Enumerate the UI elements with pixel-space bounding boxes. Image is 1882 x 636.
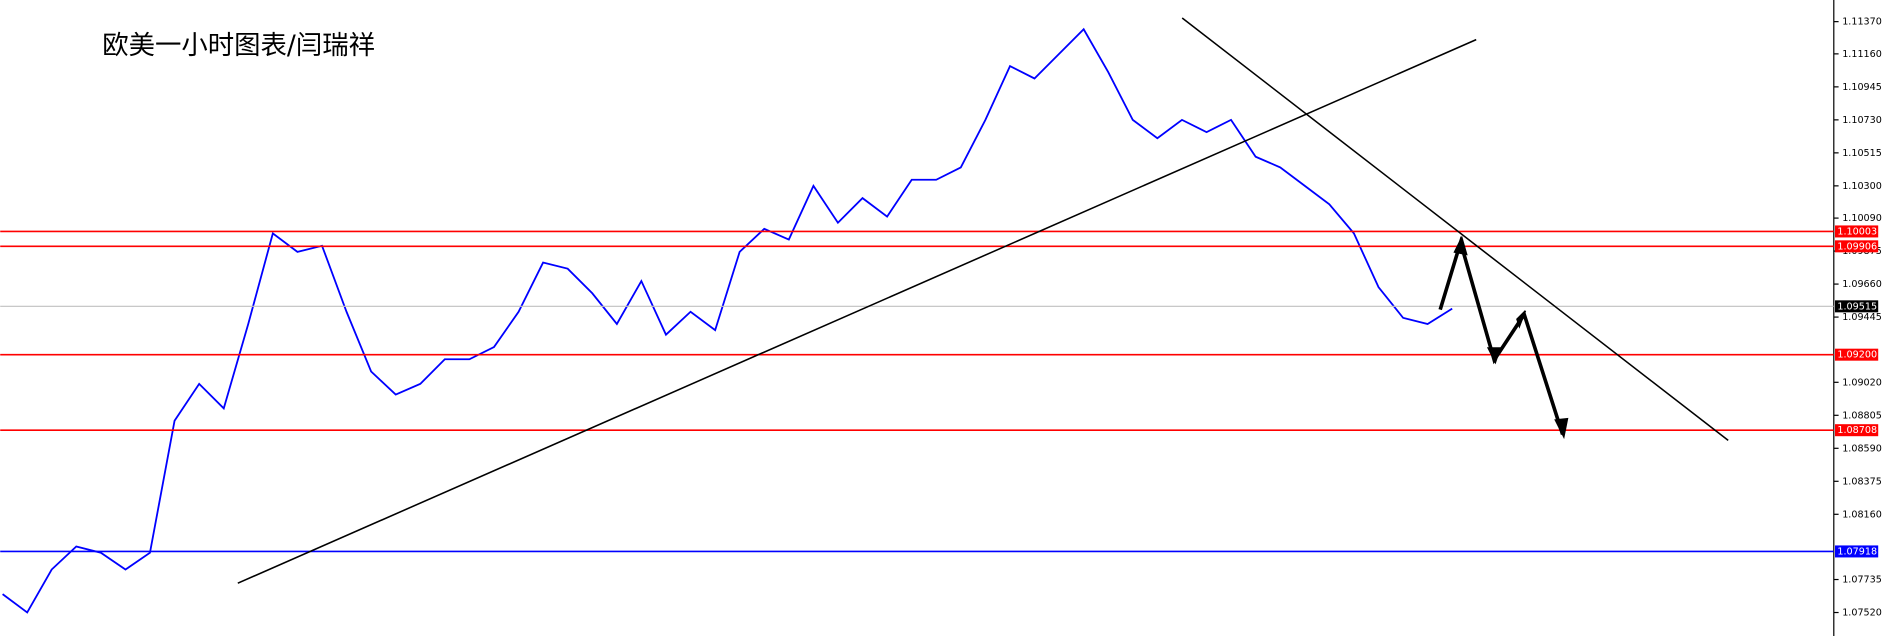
y-tick-label: 1.08375 [1842,476,1882,487]
y-tick-label: 1.07520 [1842,608,1882,619]
level-label: 1.09515 [1837,301,1877,312]
level-label: 1.07918 [1837,546,1877,557]
plot: 1.11370 1.11160 1.10945 1.10730 1.10515 1.103… [0,17,1882,619]
y-tick-label: 1.10515 [1842,148,1882,159]
level-label: 1.10003 [1837,226,1877,237]
y-tick-label: 1.10945 [1842,82,1882,93]
level-label: 1.08708 [1837,425,1877,436]
chart-title: 欧美一小时图表/闫瑞祥 [102,30,375,61]
level-label-box [1835,240,1879,253]
level-label-box [1835,300,1879,313]
support-trendline [237,38,1477,584]
y-tick-label: 1.10300 [1842,181,1882,192]
y-tick-label: 1.08160 [1842,509,1882,520]
y-tick-label: 1.11370 [1842,17,1882,28]
y-tick-label: 1.10730 [1842,115,1882,126]
level-label-box [1835,348,1879,361]
y-tick-label: 1.08805 [1842,410,1882,421]
arrow-heads [1453,235,1569,440]
level-label-box [1835,545,1879,558]
y-tick-label: 1.11160 [1842,49,1882,60]
level-label-box [1835,225,1879,238]
level-label-box [1835,424,1879,437]
y-tick-label: 1.10090 [1842,213,1882,224]
level-label: 1.09200 [1837,350,1877,361]
level-label: 1.09906 [1837,241,1877,252]
y-tick-label: 1.08590 [1842,443,1882,454]
y-tick-label: 1.09020 [1842,377,1882,388]
annotations [237,17,1729,584]
resistance-trendline [1181,17,1729,442]
y-tick-label: 1.07735 [1842,575,1882,586]
y-tick-label: 1.09660 [1842,279,1882,290]
price-line [2,27,1453,614]
y-tick-label: 1.09445 [1842,312,1882,323]
